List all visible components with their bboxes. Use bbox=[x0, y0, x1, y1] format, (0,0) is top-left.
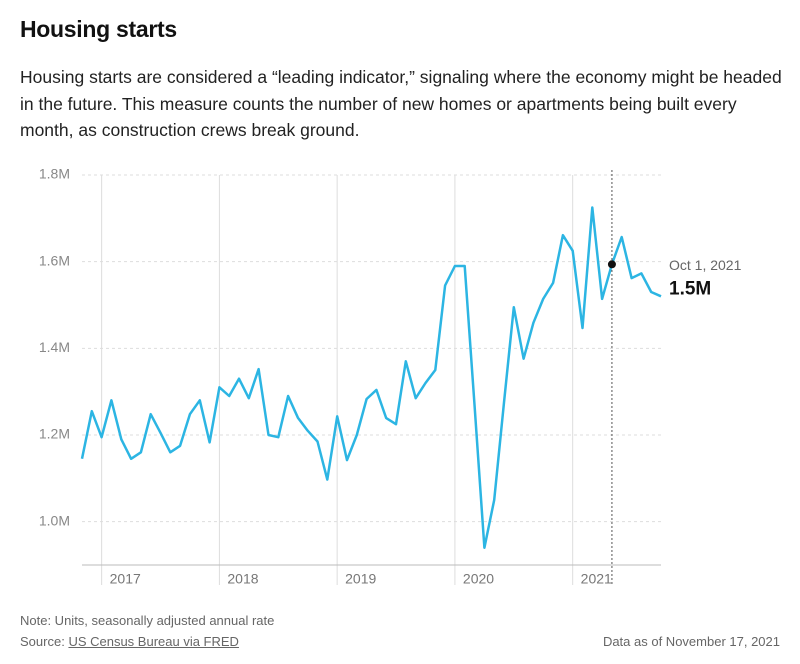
value-label: 1.5M bbox=[669, 278, 711, 299]
data-line bbox=[80, 206, 662, 549]
chart-subtitle: Housing starts are considered a “leading… bbox=[20, 67, 782, 140]
source: Source: US Census Bureau via FRED bbox=[20, 631, 780, 652]
footer: Note: Units, seasonally adjusted annual … bbox=[20, 610, 780, 652]
x-tick-label: 2019 bbox=[345, 571, 376, 587]
note: Note: Units, seasonally adjusted annual … bbox=[20, 613, 275, 628]
source-prefix: Source: bbox=[20, 634, 65, 649]
annotation: Oct 1, 2021 bbox=[669, 257, 742, 273]
x-tick-label: 2021 bbox=[581, 571, 612, 587]
x-tick-label: 2020 bbox=[463, 571, 494, 587]
data-date: Data as of November 17, 2021 bbox=[602, 634, 780, 649]
source-link[interactable]: US Census Bureau via FRED bbox=[68, 634, 239, 649]
x-tick-label: 2018 bbox=[227, 571, 258, 587]
x-tick-label: 2017 bbox=[110, 571, 141, 587]
chart-title: Housing starts bbox=[20, 16, 177, 42]
y-tick-label: 1.8M bbox=[39, 166, 70, 182]
chart: 1.0M 1.2M 1.4M 1.6M 1.8M 2017 2018 2019 2020 2021… bbox=[39, 166, 742, 587]
y-tick-label: 1.0M bbox=[39, 512, 70, 528]
hover-point bbox=[607, 260, 616, 269]
y-tick-label: 1.6M bbox=[39, 252, 70, 268]
y-tick-label: 1.2M bbox=[39, 426, 70, 442]
y-tick-label: 1.4M bbox=[39, 339, 70, 355]
